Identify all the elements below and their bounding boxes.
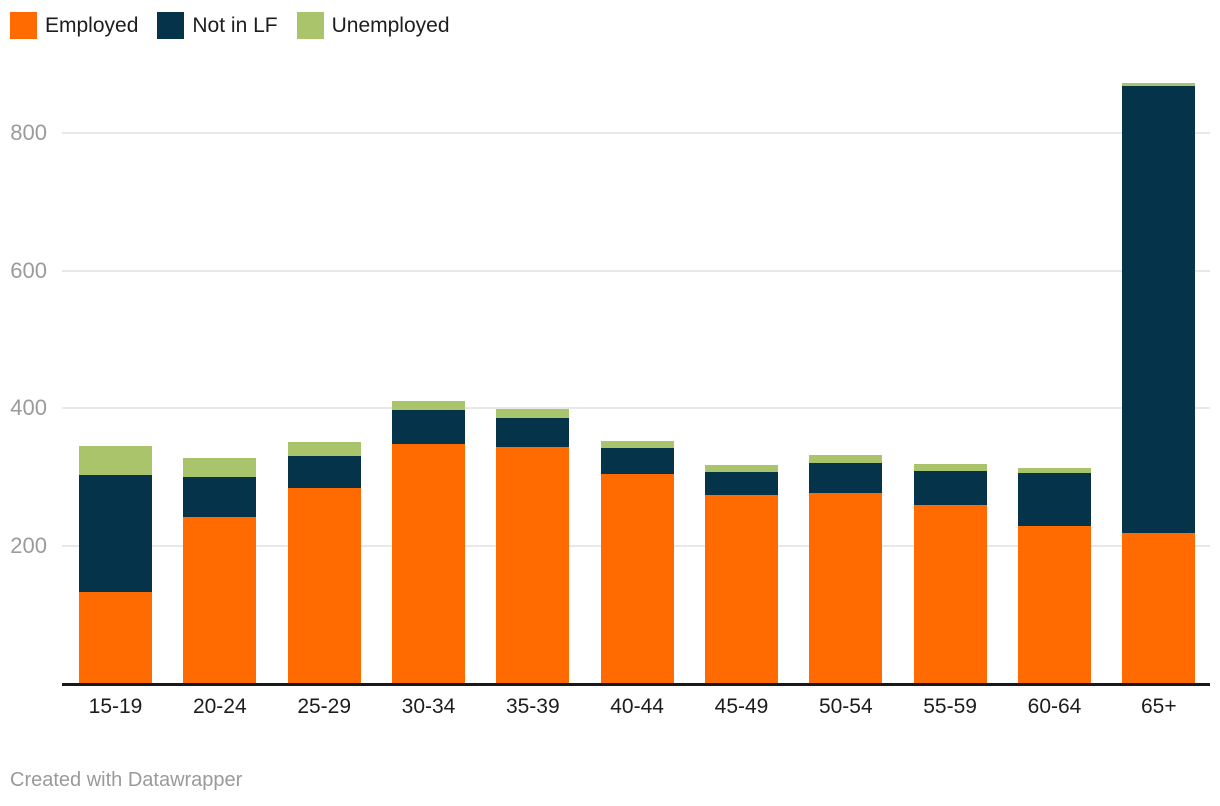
bar-segment-not-in-lf <box>809 463 883 493</box>
bar-segment-unemployed <box>1018 467 1091 473</box>
bar-segment-unemployed <box>392 401 465 411</box>
y-axis-tick-label: 800 <box>10 120 47 145</box>
bar-segment-employed <box>392 444 465 683</box>
bar-segment-not-in-lf <box>600 447 674 474</box>
legend-swatch-not-in-lf <box>157 12 185 39</box>
x-axis-tick-label: 15-19 <box>88 695 143 718</box>
legend-label-not-in-lf: Not in LF <box>192 14 278 37</box>
bar-segment-unemployed <box>809 454 883 464</box>
bar-group-25-29 <box>287 0 361 683</box>
x-axis-tick-label: 30-34 <box>401 695 456 718</box>
bar-segment-employed <box>1122 533 1196 683</box>
bar-segment-not-in-lf <box>183 477 257 517</box>
x-axis-tick-label: 55-59 <box>923 695 977 718</box>
bar-segment-employed <box>496 447 570 683</box>
bar-segment-employed <box>705 495 778 683</box>
legend-item-not-in-lf: Not in LF <box>157 12 278 39</box>
bar-segment-employed <box>809 492 883 683</box>
bar-segment-employed <box>183 516 257 683</box>
bar-segment-unemployed <box>1122 82 1196 87</box>
x-axis-tick-label: 40-44 <box>610 695 664 718</box>
bar-segment-not-in-lf <box>1018 472 1091 526</box>
bar-group-30-34 <box>392 0 465 683</box>
x-axis-tick-label: 50-54 <box>818 695 873 718</box>
bar-segment-unemployed <box>496 408 570 419</box>
bar-segment-employed <box>1018 525 1091 683</box>
bar-segment-not-in-lf <box>913 471 987 505</box>
bar-segment-unemployed <box>913 463 987 472</box>
y-axis-tick-label: 600 <box>10 257 47 283</box>
bar-segment-unemployed <box>287 442 361 457</box>
bar-group-35-39 <box>496 0 570 683</box>
bar-segment-not-in-lf <box>705 471 778 496</box>
bar-segment-employed <box>600 474 674 683</box>
bar-segment-not-in-lf <box>1122 86 1196 534</box>
bar-segment-employed <box>913 504 987 683</box>
bar-group-60-64 <box>1018 0 1091 683</box>
bar-segment-not-in-lf <box>496 418 570 448</box>
bar-group-45-49 <box>705 0 778 683</box>
x-axis-tick-label: 45-49 <box>714 695 769 718</box>
gridline-400 <box>62 407 1210 409</box>
legend-swatch-employed <box>10 12 37 39</box>
bar-segment-unemployed <box>600 441 674 448</box>
bar-group-50-54 <box>809 0 883 683</box>
bar-segment-unemployed <box>705 465 778 472</box>
x-axis-tick-label: 35-39 <box>505 695 560 718</box>
x-axis-tick-label: 25-29 <box>297 695 352 718</box>
bar-group-65plus <box>1122 0 1196 683</box>
bar-segment-not-in-lf <box>287 456 361 488</box>
legend-label-unemployed: Unemployed <box>331 14 450 37</box>
bar-segment-employed <box>287 487 361 683</box>
gridline-800 <box>62 132 1210 134</box>
legend-swatch-unemployed <box>296 12 324 39</box>
bar-segment-not-in-lf <box>79 475 152 593</box>
legend: Employed Not in LF Unemployed <box>10 12 450 39</box>
legend-item-employed: Employed <box>10 12 138 39</box>
bar-group-40-44 <box>600 0 674 683</box>
datawrapper-attribution-link[interactable]: Created with Datawrapper <box>10 769 243 791</box>
bar-segment-unemployed <box>183 457 257 478</box>
bar-segment-unemployed <box>79 445 152 476</box>
y-axis-tick-label: 200 <box>10 532 47 558</box>
bar-segment-not-in-lf <box>392 410 465 445</box>
bar-group-15-19 <box>79 0 152 683</box>
bar-segment-employed <box>79 592 152 683</box>
y-axis-tick-label: 400 <box>10 395 47 420</box>
legend-item-unemployed: Unemployed <box>296 12 450 39</box>
bar-group-55-59 <box>913 0 987 683</box>
x-axis-line <box>62 683 1210 686</box>
bar-group-20-24 <box>183 0 257 683</box>
legend-label-employed: Employed <box>45 14 139 37</box>
gridline-600 <box>62 269 1210 272</box>
x-axis-tick-label: 65+ <box>1140 695 1177 718</box>
x-axis-tick-label: 20-24 <box>192 695 247 718</box>
x-axis-tick-label: 60-64 <box>1027 695 1082 718</box>
